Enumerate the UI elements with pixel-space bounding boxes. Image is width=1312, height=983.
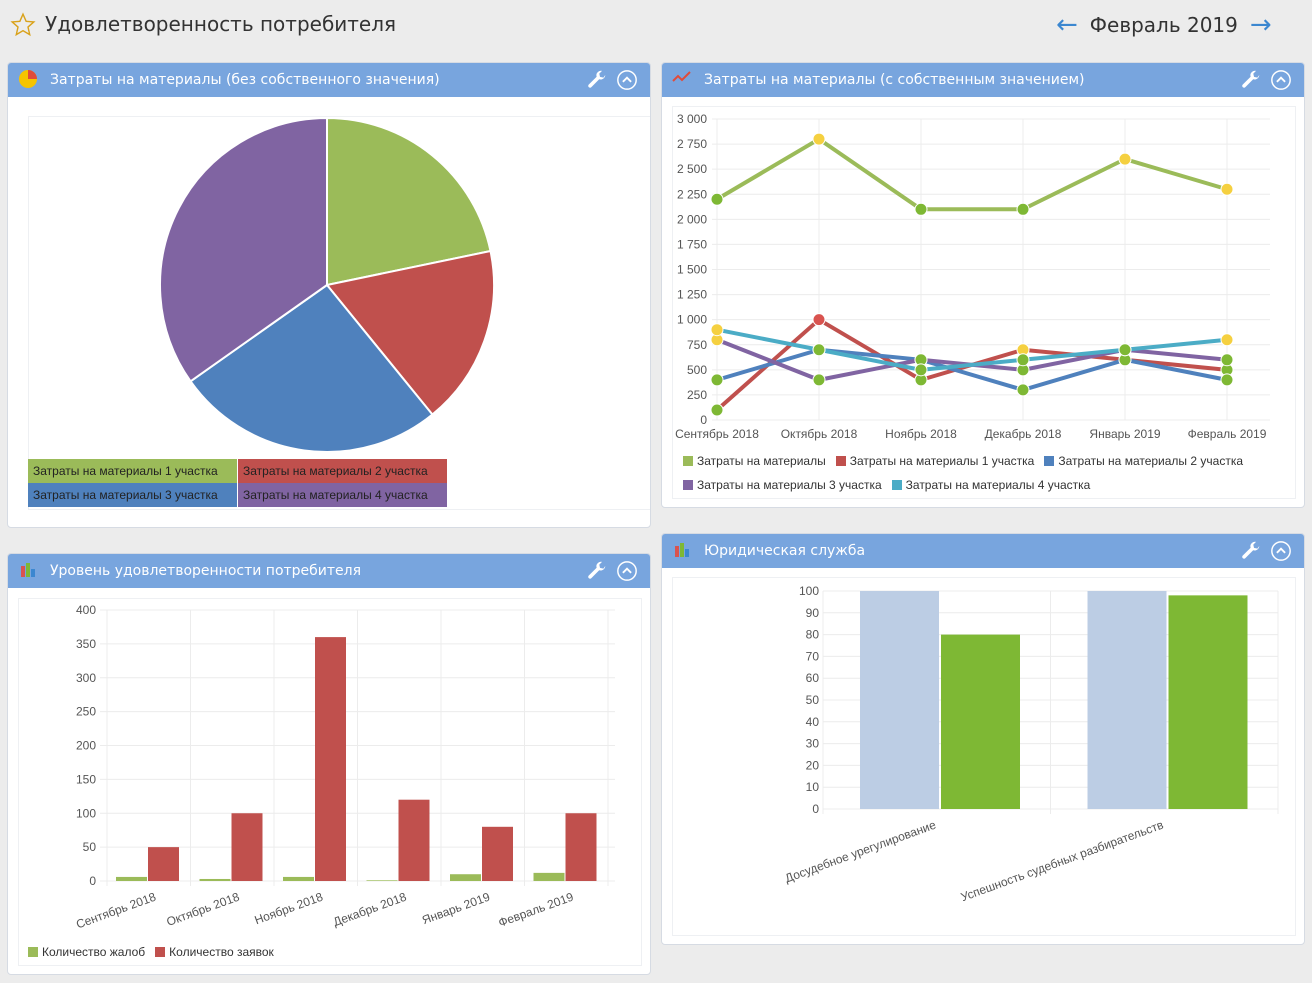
wrench-icon[interactable] (1240, 540, 1262, 562)
legend-swatch (155, 947, 166, 957)
panel-header: Уровень удовлетворенности потребителя (8, 554, 650, 588)
panel-title: Юридическая служба (704, 543, 866, 559)
wrench-icon[interactable] (586, 69, 608, 91)
arrow-left-icon[interactable]: ← (1056, 10, 1078, 40)
legend-swatch (683, 456, 693, 466)
pie-chart-icon (19, 70, 37, 88)
panel-header: Затраты на материалы (без собственного з… (8, 63, 650, 97)
collapse-icon[interactable] (1270, 69, 1292, 91)
current-period: Февраль 2019 (1089, 13, 1238, 37)
pie-legend-item: Затраты на материалы 1 участка (28, 459, 237, 483)
arrow-right-icon[interactable]: → (1249, 10, 1272, 40)
favorite-star-icon[interactable] (10, 12, 36, 38)
legend-label: Количество жалоб (42, 945, 146, 959)
legend-label: Затраты на материалы 2 участка (1058, 454, 1244, 468)
panel-title: Затраты на материалы (с собственным знач… (704, 72, 1085, 88)
legend-label: Затраты на материалы 3 участка (697, 478, 882, 492)
legend-swatch (1044, 456, 1055, 466)
line-legend: Затраты на материалы Затраты на материалы… (683, 454, 1293, 492)
legend-label: Количество заявок (169, 945, 274, 959)
bar-chart-icon (675, 543, 689, 557)
legend-item: Затраты на материалы 3 участка (683, 478, 882, 492)
legend-label: Затраты на материалы 4 участка (905, 478, 1091, 492)
legend-item: Затраты на материалы (683, 454, 826, 468)
legend-item: Количество заявок (155, 945, 274, 959)
wrench-icon[interactable] (586, 560, 608, 582)
legend-swatch (891, 480, 902, 490)
page-title: Удовлетворенность потребителя (45, 12, 397, 36)
legend-item: Затраты на материалы 4 участка (891, 478, 1091, 492)
line-chart-icon (672, 71, 691, 82)
panel-legal-bar: Юридическая служба (661, 533, 1305, 945)
collapse-icon[interactable] (616, 560, 638, 582)
legend-label: Затраты на материалы (697, 454, 826, 468)
legend-item: Затраты на материалы 2 участка (1044, 454, 1243, 468)
collapse-icon[interactable] (1270, 540, 1292, 562)
pie-legend-item: Затраты на материалы 4 участка (238, 483, 447, 507)
panel-title: Затраты на материалы (без собственного з… (50, 72, 440, 88)
legend-label: Затраты на материалы 1 участка (849, 454, 1035, 468)
panel-materials-line: Затраты на материалы (с собственным знач… (661, 62, 1305, 508)
legend-swatch (28, 947, 38, 957)
panel-satisfaction-bar: Уровень удовлетворенности потребителя (7, 553, 651, 975)
pie-legend-item: Затраты на материалы 3 участка (28, 483, 237, 507)
legend-item: Затраты на материалы 1 участка (835, 454, 1035, 468)
bar-chart-icon (21, 563, 35, 577)
collapse-icon[interactable] (616, 69, 638, 91)
legend-item: Количество жалоб (28, 945, 145, 959)
legend-swatch (683, 480, 693, 490)
panel-title: Уровень удовлетворенности потребителя (50, 563, 362, 579)
legend-swatch (835, 456, 846, 466)
wrench-icon[interactable] (1240, 69, 1262, 91)
period-nav: ← Февраль 2019 → (1056, 12, 1272, 38)
pie-legend-item: Затраты на материалы 2 участка (238, 459, 447, 483)
panel-header: Затраты на материалы (с собственным знач… (662, 63, 1304, 97)
bar-legend: Количество жалоб Количество заявок (28, 945, 628, 959)
panel-header: Юридическая служба (662, 534, 1304, 568)
